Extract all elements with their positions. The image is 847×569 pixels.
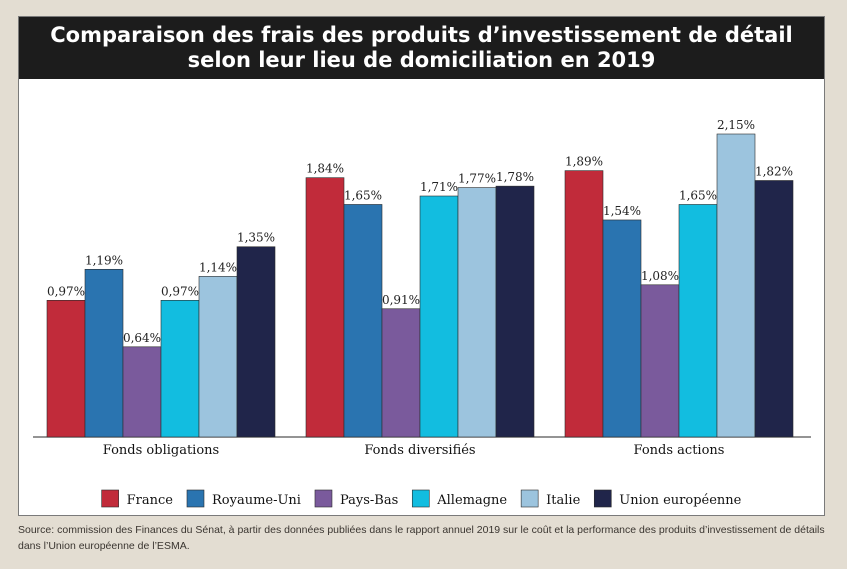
data-label: 1,19%: [85, 253, 123, 267]
legend-swatch: [314, 489, 333, 508]
data-label: 1,14%: [199, 260, 237, 274]
chart-frame: Comparaison des frais des produits d’inv…: [18, 16, 825, 516]
bar: [495, 185, 535, 438]
data-label: 1,82%: [755, 165, 793, 179]
bar: [84, 268, 124, 438]
data-label: 0,97%: [161, 284, 199, 298]
chart-title-line2: selon leur lieu de domiciliation en 2019: [187, 48, 656, 72]
data-label: 2,15%: [717, 118, 755, 132]
x-tick-label: Fonds obligations: [103, 443, 219, 458]
legend-swatch: [593, 489, 612, 508]
data-label: 1,08%: [641, 269, 679, 283]
data-label: 1,89%: [565, 155, 603, 169]
bar: [198, 276, 238, 438]
bar: [381, 308, 421, 438]
bar: [46, 299, 86, 438]
legend-label: Italie: [546, 493, 580, 508]
bar: [678, 204, 718, 438]
bar: [419, 195, 459, 438]
data-label: 1,84%: [306, 162, 344, 176]
data-label: 0,91%: [382, 293, 420, 307]
chart-title: Comparaison des frais des produits d’inv…: [19, 17, 824, 79]
bar-chart: 0,97%1,19%0,64%0,97%1,14%1,35%Fonds obli…: [33, 118, 811, 508]
data-label: 1,35%: [237, 231, 275, 245]
bar: [640, 284, 680, 438]
data-label: 0,97%: [47, 284, 85, 298]
data-label: 1,65%: [679, 188, 717, 202]
x-tick-label: Fonds actions: [634, 443, 725, 458]
chart-title-line1: Comparaison des frais des produits d’inv…: [50, 23, 793, 47]
legend-label: France: [127, 493, 174, 508]
bar: [754, 180, 794, 438]
bar: [716, 133, 756, 438]
bar: [457, 187, 497, 438]
legend-label: Allemagne: [436, 493, 507, 508]
legend-label: Pays-Bas: [340, 493, 398, 508]
legend-swatch: [520, 489, 539, 508]
legend-swatch: [186, 489, 205, 508]
bar: [305, 177, 345, 438]
data-label: 1,77%: [458, 172, 496, 186]
x-tick-label: Fonds diversifiés: [364, 443, 475, 458]
bar: [343, 204, 383, 438]
legend-label: Royaume-Uni: [212, 493, 301, 508]
legend-swatch: [101, 489, 119, 508]
data-label: 1,78%: [496, 170, 534, 184]
data-label: 0,64%: [123, 331, 161, 345]
legend-label: Union européenne: [619, 493, 741, 508]
bar: [564, 170, 604, 438]
legend-swatch: [411, 489, 430, 508]
bar: [602, 219, 642, 438]
bar: [236, 246, 276, 438]
data-label: 1,71%: [420, 180, 458, 194]
data-label: 1,54%: [603, 204, 641, 218]
bar: [160, 299, 200, 438]
bar: [122, 346, 162, 438]
data-label: 1,65%: [344, 188, 382, 202]
source-note: Source: commission des Finances du Sénat…: [18, 524, 825, 552]
